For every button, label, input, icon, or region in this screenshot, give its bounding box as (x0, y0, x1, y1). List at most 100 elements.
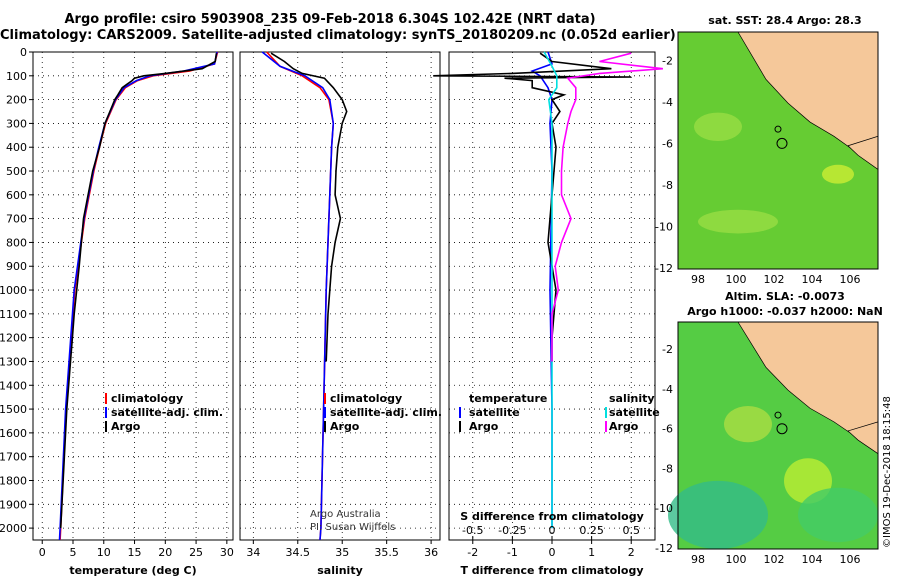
y-tick-label: 1200 (0, 332, 27, 345)
legend-label: satellite-adj. clim. (111, 406, 223, 419)
x-tick-label: 15 (128, 546, 142, 559)
map-lat-label: -2 (662, 54, 673, 67)
map-lat-label: -8 (662, 462, 673, 475)
map-lat-label: -12 (655, 542, 673, 555)
x-tick-label: 20 (158, 546, 172, 559)
chart-title-line2: Climatology: CARS2009. Satellite-adjuste… (0, 28, 676, 43)
x-tick-label: -1 (507, 546, 518, 559)
x-axis-label: salinity (317, 564, 363, 577)
imos-stamp: ©IMOS 19-Dec-2018 18:15:48 (882, 396, 893, 548)
y-tick-label: 1000 (0, 284, 27, 297)
x-tick-label: 30 (220, 546, 234, 559)
legend-swatch (324, 421, 326, 432)
map2-title-line2: Argo h1000: -0.037 h2000: NaN (687, 305, 883, 318)
x-tick-label: 2 (628, 546, 635, 559)
y-tick-label: 1400 (0, 379, 27, 392)
x-tick-label: 1 (588, 546, 595, 559)
legend-swatch (324, 407, 326, 418)
legend-title-salinity: salinity (609, 392, 655, 405)
map-lon-label: 106 (840, 553, 861, 566)
y-tick-label: 1500 (0, 403, 27, 416)
map-island (774, 125, 782, 133)
map-anomaly (798, 487, 878, 543)
y-tick-label: 500 (6, 165, 27, 178)
map-lon-label: 106 (840, 273, 861, 286)
s-tick-label: 0.5 (622, 524, 640, 537)
map-frame (677, 321, 879, 550)
map-lat-label: -12 (655, 262, 673, 275)
y-tick-label: 800 (6, 236, 27, 249)
legend-swatch (324, 393, 326, 404)
y-tick-label: 300 (6, 117, 27, 130)
chart-title-line1: Argo profile: csiro 5903908_235 09-Feb-2… (64, 12, 596, 27)
legend-swatch (605, 407, 607, 418)
map-lat-label: -6 (662, 137, 673, 150)
map-lat-label: -2 (662, 343, 673, 356)
map-anomaly (668, 480, 768, 549)
map-lat-label: -6 (662, 423, 673, 436)
y-tick-label: 1900 (0, 498, 27, 511)
map-lon-label: 100 (726, 273, 747, 286)
credit-text: PI: Susan Wijffels (310, 522, 395, 533)
map-anomaly (724, 405, 772, 443)
legend-label: satellite-adj. clim. (330, 406, 442, 419)
map-island (774, 411, 782, 419)
legend-swatch (105, 393, 107, 404)
map-lat-label: -10 (655, 502, 673, 515)
y-tick-label: 100 (6, 70, 27, 83)
legend-label: climatology (111, 392, 183, 405)
y-tick-label: 600 (6, 189, 27, 202)
credit-text: Argo Australia (310, 509, 381, 520)
map-2: 98 100 102 104 106 -2 -4 -6 -8 -10 -12 (655, 321, 879, 566)
x-axis-label: temperature (deg C) (69, 564, 196, 577)
legend-label: satellite (469, 406, 520, 419)
map-lat-label: -4 (662, 96, 673, 109)
legend-label: climatology (330, 392, 402, 405)
series-line-argo (270, 52, 348, 362)
map1-title: sat. SST: 28.4 Argo: 28.3 (708, 14, 862, 27)
x-tick-label: 36 (424, 546, 438, 559)
argo-position-marker (776, 423, 788, 435)
s-axis-label: S difference from climatology (460, 510, 644, 523)
s-tick-label: 0.25 (579, 524, 604, 537)
x-axis-label: T difference from climatology (460, 564, 643, 577)
map-anomaly (698, 209, 778, 234)
map2-title-line1: Altim. SLA: -0.0073 (725, 290, 845, 303)
series-line-argo (59, 53, 218, 529)
series-line-s-argo (551, 52, 663, 362)
map-lon-label: 104 (802, 273, 823, 286)
legend-label: Argo (330, 420, 360, 433)
map-lon-label: 98 (691, 553, 705, 566)
y-tick-label: 400 (6, 141, 27, 154)
map-lon-label: 102 (764, 273, 785, 286)
x-tick-label: 0 (39, 546, 46, 559)
series-line-t-argo (433, 52, 632, 362)
series-line-satellite-adj-clim- (261, 51, 335, 541)
argo-position-marker (776, 137, 788, 149)
s-tick-label: -0.25 (498, 524, 526, 537)
s-tick-label: -0.5 (462, 524, 483, 537)
map-lat-label: -10 (655, 220, 673, 233)
x-tick-label: 34 (246, 546, 260, 559)
map-lon-label: 104 (802, 553, 823, 566)
s-tick-label: 0 (549, 524, 556, 537)
y-tick-label: 0 (20, 46, 27, 59)
map-frame (677, 31, 879, 270)
y-tick-label: 1600 (0, 427, 27, 440)
y-tick-label: 1300 (0, 355, 27, 368)
legend-label: Argo (111, 420, 141, 433)
panel-1-frame (32, 51, 234, 541)
y-tick-label: 2000 (0, 522, 27, 535)
legend-label: satellite (609, 406, 660, 419)
map-1: 98 100 102 104 106 -2 -4 -6 -8 -10 -12 (655, 31, 879, 286)
legend-swatch (459, 407, 461, 418)
y-tick-label: 200 (6, 94, 27, 107)
x-tick-label: 34.5 (286, 546, 311, 559)
x-tick-label: -2 (467, 546, 478, 559)
y-tick-label: 1700 (0, 451, 27, 464)
legend-label: Argo (609, 420, 639, 433)
y-tick-label: 900 (6, 260, 27, 273)
map-lat-label: -4 (662, 383, 673, 396)
legend-swatch (459, 421, 461, 432)
